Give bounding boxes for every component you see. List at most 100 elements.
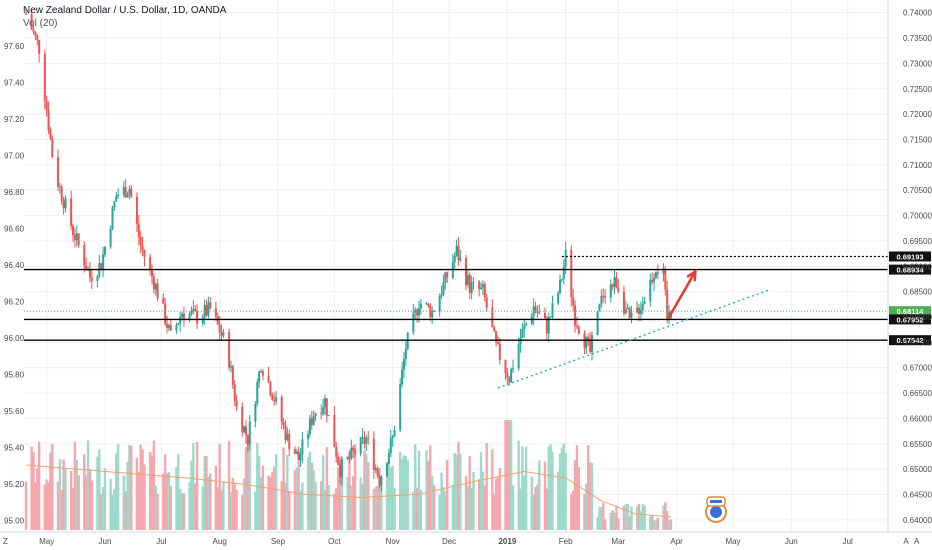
volume-bar [530, 476, 534, 530]
volume-bar [254, 491, 257, 530]
right-axis-tick-label: 0.65000 [903, 465, 932, 474]
left-axis-tick-label: 97.40 [4, 79, 25, 88]
right-axis-tick-label: 0.73000 [903, 59, 932, 68]
volume-bar [148, 451, 152, 530]
candle-body [246, 434, 249, 445]
volume-bar [49, 452, 52, 530]
volume-bar [115, 453, 118, 530]
volume-bar [400, 458, 404, 530]
candle-body [525, 323, 528, 326]
volume-bar [417, 450, 421, 530]
candle-body [70, 198, 73, 226]
volume-bar [231, 478, 235, 530]
right-axis-tick-label: 0.66000 [903, 414, 932, 423]
volume-bar [617, 517, 620, 530]
volume-bar [600, 507, 603, 530]
candle-body [196, 310, 199, 324]
candle-body [192, 308, 195, 311]
candle-body [229, 366, 232, 368]
candle-body [639, 310, 642, 315]
volume-bar [496, 477, 500, 530]
left-axis-tick-label: 96.60 [4, 225, 25, 234]
right-axis-tick-label: 0.67500 [903, 338, 932, 347]
right-axis-tick-label: 0.72000 [903, 110, 932, 119]
volume-bar [464, 476, 468, 530]
volume-bar [378, 468, 381, 530]
volume-bar [323, 489, 327, 530]
candle-body [376, 468, 379, 476]
candle-body [350, 447, 353, 459]
candle-body [387, 453, 390, 464]
candle-body [438, 295, 441, 312]
volume-bar [611, 510, 614, 530]
volume-bar [391, 465, 394, 530]
volume-bar [498, 468, 502, 530]
candle-body [177, 323, 180, 325]
volume-bar [365, 453, 368, 530]
volume-bar [124, 491, 127, 530]
volume-bar [203, 456, 206, 530]
volume-bar [235, 489, 238, 530]
left-axis-tick-label: 95.60 [4, 407, 25, 416]
candle-body [233, 384, 236, 401]
volume-bar [90, 480, 94, 530]
volume-bar [60, 490, 63, 530]
x-axis-tick-label: Jul [156, 537, 166, 546]
volume-bar [650, 515, 654, 530]
candle-body [218, 324, 221, 333]
candle-body [209, 302, 212, 309]
candle-body [301, 439, 304, 455]
price-level-box [889, 335, 931, 346]
candle-body [510, 368, 513, 383]
candle-body [478, 281, 481, 289]
candle-body [245, 426, 247, 435]
volume-bar [62, 459, 65, 530]
candle-body [87, 269, 90, 271]
candle-body [656, 272, 659, 275]
candle-body [346, 456, 349, 459]
x-axis-corner-label: Z [3, 537, 8, 546]
volume-bar [310, 462, 314, 530]
x-axis-tick-label: Dec [442, 537, 456, 546]
candle-body [156, 283, 159, 299]
volume-bar [327, 484, 330, 530]
left-axis-tick-label: 96.20 [4, 298, 25, 307]
tradingview-badge-icon[interactable] [705, 496, 727, 523]
volume-bar [622, 505, 626, 530]
candle-body [534, 306, 537, 312]
candle-body [38, 40, 41, 54]
volume-bar [523, 475, 526, 530]
volume-bar [438, 494, 441, 530]
left-axis-tick-label: 95.00 [4, 517, 25, 526]
candle-body [536, 311, 539, 314]
volume-bar [602, 502, 605, 530]
candle-body [577, 326, 580, 334]
volume-bar [551, 451, 554, 530]
volume-bar [163, 454, 167, 530]
candle-body [551, 303, 554, 317]
candle-body [143, 250, 146, 258]
candle-body [538, 312, 541, 314]
right-axis-tick-label: 0.70000 [903, 212, 932, 221]
volume-bar [135, 457, 139, 530]
candle-body [641, 304, 644, 311]
candle-body [322, 407, 325, 414]
volume-bar [233, 483, 236, 530]
right-axis-tick-label: 0.73500 [903, 34, 932, 43]
candle-body [166, 323, 169, 329]
volume-bar [654, 520, 658, 530]
volume-bar [667, 520, 671, 530]
volume-bar [156, 493, 159, 530]
left-axis-tick-label: 95.40 [4, 444, 25, 453]
candle-body [258, 371, 261, 383]
candle-body [49, 130, 52, 139]
volume-bar [472, 471, 475, 530]
volume-bar [511, 485, 515, 530]
candle-body [506, 373, 509, 379]
candle-body [559, 279, 562, 294]
candle-body [126, 194, 129, 198]
candle-body [32, 29, 35, 32]
candle-body [564, 249, 567, 267]
candle-body [194, 308, 197, 311]
